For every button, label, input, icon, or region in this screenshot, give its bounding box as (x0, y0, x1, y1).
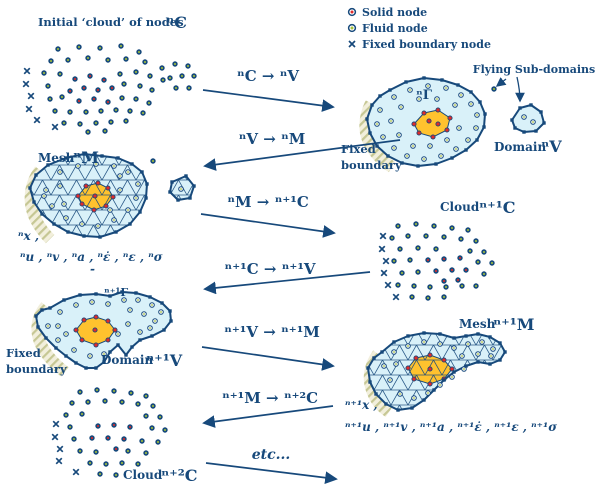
flying-subdomain-nM (168, 174, 196, 202)
domain-n1V-symbol: ⁿ⁺¹V (146, 351, 183, 370)
flying-subdomain-nV (510, 103, 546, 134)
gamma-bottom-label: ⁿ⁺¹Γ (104, 286, 128, 299)
fluid-node-icon (347, 23, 357, 33)
mesh-nM (24, 152, 149, 244)
mesh-nM-variables-line2: ⁿu , ⁿv , ⁿa , ⁿε̇ , ⁿε , ⁿσ (20, 250, 163, 264)
right-arrow-icon (200, 213, 336, 238)
step-arrow-n1M-to-n2C: ⁿ⁺¹M → ⁿ⁺²C (202, 389, 334, 428)
fixed-boundary-top-line1: Fixed (341, 142, 376, 156)
mesh-nM-symbol: ⁿM (73, 148, 99, 167)
right-arrow-icon (202, 89, 335, 112)
step-arrow-label: ⁿV → ⁿM (239, 130, 306, 148)
gamma-top-label: ⁿΓ (416, 88, 433, 103)
legend-label-fixed-boundary-node: Fixed boundary node (362, 38, 491, 51)
mesh-n1M (363, 331, 507, 417)
left-arrow-icon (203, 139, 401, 171)
cloud-n2C-symbol: ⁿ⁺²C (161, 466, 198, 485)
step-arrow-n1C-to-n1V: ⁿ⁺¹C → ⁿ⁺¹V (203, 260, 371, 295)
right-arrow-icon (205, 462, 338, 485)
step-arrow-label: ⁿM → ⁿ⁺¹C (227, 193, 309, 211)
left-arrow-icon (202, 405, 334, 428)
domain-nV-word: Domain (494, 140, 546, 154)
flying-dot-nV (491, 86, 497, 92)
figure-title-symbol: ⁿC (166, 13, 187, 32)
cloud-nC (22, 43, 197, 135)
left-arrow-icon (203, 271, 371, 295)
step-arrow-label: ⁿ⁺¹V → ⁿ⁺¹M (224, 323, 320, 341)
legend: Solid node Fluid node Fixed boundary nod… (347, 6, 491, 51)
step-arrow-nC-to-nV: ⁿC → ⁿV (202, 67, 335, 112)
mesh-nM-variables-line1: ⁿx , (18, 229, 39, 243)
step-arrow-label: ⁿ⁺¹M → ⁿ⁺²C (222, 389, 318, 407)
right-arrow-icon (201, 346, 335, 371)
flying-dot-nM (150, 158, 156, 164)
step-arrow-nV-to-nM: ⁿV → ⁿM (203, 130, 401, 171)
figure-title: Initial ‘cloud’ of nodes (38, 15, 184, 29)
flying-subdomains-callout: Flying Sub-domains (473, 63, 595, 103)
mesh-n1M-word: Mesh (459, 317, 496, 331)
flying-subdomains-label: Flying Sub-domains (473, 63, 595, 76)
domain-n1V-word: Domain (101, 353, 153, 367)
fixed-boundary-bottom-line1: Fixed (6, 346, 41, 360)
pointer-arrow-icon (495, 77, 507, 87)
mesh-nM-variables-more: - (90, 262, 95, 276)
step-arrow-label: etc... (252, 447, 291, 463)
step-arrow-etc: etc... (205, 447, 338, 485)
fixed-boundary-top-line2: boundary (341, 158, 402, 172)
step-arrow-n1V-to-n1M: ⁿ⁺¹V → ⁿ⁺¹M (201, 323, 335, 371)
cloud-n2C-word: Cloud (123, 468, 163, 482)
legend-label-solid-node: Solid node (362, 6, 427, 19)
mesh-nM-word: Mesh (38, 151, 75, 165)
figure-layer (22, 43, 546, 478)
cloud-n1C-word: Cloud (440, 200, 480, 214)
cloud-n1C-symbol: ⁿ⁺¹C (479, 198, 516, 217)
domain-n1V (31, 290, 173, 377)
step-arrow-nM-to-n1C: ⁿM → ⁿ⁺¹C (200, 193, 336, 238)
mesh-n1M-variables-line1: ⁿ⁺¹x , (345, 398, 378, 412)
step-arrow-label: ⁿ⁺¹C → ⁿ⁺¹V (224, 260, 315, 278)
domain-nV-symbol: ⁿV (541, 137, 562, 156)
mesh-n1M-variables-line2: ⁿ⁺¹u , ⁿ⁺¹v , ⁿ⁺¹a , ⁿ⁺¹ε̇ , ⁿ⁺¹ε , ⁿ⁺¹σ (345, 420, 557, 434)
domain-nV (359, 76, 487, 173)
solid-node-icon (347, 7, 357, 17)
mesh-n1M-symbol: ⁿ⁺¹M (493, 315, 534, 334)
legend-label-fluid-node: Fluid node (362, 22, 428, 35)
fixed-boundary-bottom-line2: boundary (6, 362, 67, 376)
cloud-n2C (51, 387, 168, 478)
cloud-n1C (378, 221, 495, 301)
down-arrow-icon (515, 76, 525, 103)
step-arrow-label: ⁿC → ⁿV (237, 67, 300, 85)
fixed-boundary-node-icon (348, 40, 356, 48)
